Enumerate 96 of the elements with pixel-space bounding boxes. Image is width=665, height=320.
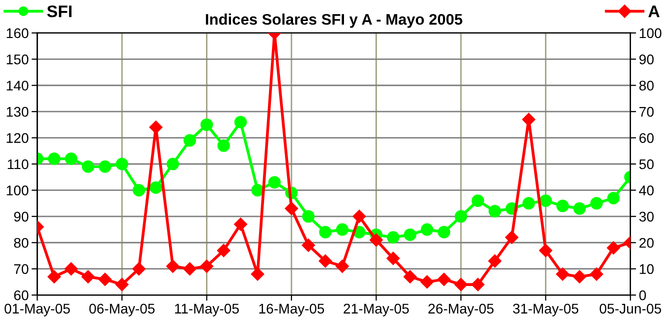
point bbox=[302, 238, 315, 252]
point bbox=[352, 210, 366, 224]
point bbox=[250, 267, 264, 281]
x-tick-label: 05-Jun-05 bbox=[600, 304, 662, 314]
y-tick-label: 160 bbox=[6, 28, 28, 38]
point bbox=[98, 160, 112, 173]
point bbox=[166, 260, 180, 273]
point bbox=[132, 184, 146, 196]
point bbox=[82, 160, 94, 173]
point bbox=[572, 270, 586, 284]
point bbox=[505, 230, 518, 244]
point bbox=[81, 270, 95, 284]
point bbox=[150, 181, 162, 194]
point bbox=[539, 244, 552, 258]
point bbox=[420, 223, 434, 236]
y-tick-label: 150 bbox=[6, 54, 28, 64]
x-tick-label: 06-May-05 bbox=[89, 304, 155, 316]
x-tick-label: 01-May-05 bbox=[4, 304, 70, 316]
y2-tick-label: 10 bbox=[640, 264, 654, 274]
point bbox=[234, 116, 247, 128]
point bbox=[404, 270, 417, 284]
point bbox=[200, 118, 213, 131]
point bbox=[488, 254, 502, 268]
point bbox=[64, 262, 78, 276]
legend-label: A bbox=[648, 6, 660, 18]
point bbox=[48, 152, 60, 166]
y-tick-label: 140 bbox=[6, 80, 28, 91]
point bbox=[319, 226, 332, 238]
y2-tick-label: 100 bbox=[640, 28, 662, 38]
point bbox=[454, 210, 468, 223]
point bbox=[471, 278, 484, 292]
point bbox=[556, 267, 570, 281]
y2-tick-label: 0 bbox=[639, 290, 646, 300]
point bbox=[268, 176, 281, 189]
y-tick-label: 100 bbox=[6, 186, 28, 196]
point bbox=[420, 275, 434, 289]
point bbox=[284, 202, 298, 216]
x-tick-label: 26-May-05 bbox=[428, 304, 494, 316]
point bbox=[437, 272, 451, 286]
x-tick-label: 21-May-05 bbox=[344, 304, 409, 316]
point bbox=[590, 267, 604, 281]
point bbox=[184, 134, 196, 147]
point bbox=[98, 272, 112, 286]
y-tick-label: 120 bbox=[6, 133, 28, 143]
point bbox=[200, 260, 214, 273]
point bbox=[606, 241, 620, 254]
legend-label: SFI bbox=[47, 5, 72, 18]
y-tick-label: 110 bbox=[8, 159, 28, 170]
point bbox=[472, 194, 484, 207]
y2-tick-label: 70 bbox=[639, 106, 654, 117]
point bbox=[132, 262, 146, 276]
point bbox=[302, 210, 315, 223]
y2-tick-label: 20 bbox=[639, 238, 654, 248]
chart-title: Indices Solares SFI y A - Mayo 2005 bbox=[206, 14, 462, 28]
y2-tick-label: 90 bbox=[639, 54, 654, 64]
y-tick-label: 80 bbox=[14, 238, 28, 248]
y2-tick-label: 40 bbox=[639, 186, 654, 196]
point bbox=[488, 204, 502, 218]
point bbox=[183, 262, 196, 276]
point bbox=[166, 158, 180, 170]
y2-tick-label: 30 bbox=[639, 212, 654, 222]
y-tick-label: 90 bbox=[14, 212, 28, 222]
point bbox=[454, 278, 468, 292]
point bbox=[522, 112, 536, 126]
point bbox=[318, 254, 332, 268]
y-tick-label: 60 bbox=[14, 290, 28, 300]
point bbox=[64, 152, 78, 166]
point bbox=[336, 223, 349, 236]
point bbox=[149, 120, 162, 134]
point bbox=[438, 226, 450, 238]
x-tick-label: 31-May-05 bbox=[513, 304, 578, 316]
point bbox=[573, 202, 586, 215]
point bbox=[234, 218, 248, 231]
point bbox=[336, 260, 349, 273]
point bbox=[539, 194, 552, 207]
point bbox=[386, 252, 400, 265]
point bbox=[115, 278, 129, 292]
point bbox=[590, 197, 603, 210]
point bbox=[370, 233, 383, 247]
y-tick-label: 130 bbox=[6, 106, 28, 117]
point bbox=[251, 184, 264, 196]
point bbox=[48, 270, 61, 284]
point bbox=[217, 244, 230, 258]
point bbox=[607, 192, 620, 204]
y2-tick-label: 50 bbox=[639, 159, 654, 170]
y2-tick-label: 60 bbox=[639, 133, 654, 143]
y-tick-label: 70 bbox=[14, 264, 28, 274]
point bbox=[556, 200, 569, 212]
point bbox=[404, 228, 416, 242]
point bbox=[217, 139, 230, 152]
point bbox=[522, 197, 535, 210]
x-tick-label: 11-May-05 bbox=[175, 304, 239, 316]
y2-tick-label: 80 bbox=[639, 80, 654, 91]
point bbox=[386, 231, 400, 244]
point bbox=[116, 158, 128, 170]
x-tick-label: 16-May-05 bbox=[259, 304, 324, 316]
